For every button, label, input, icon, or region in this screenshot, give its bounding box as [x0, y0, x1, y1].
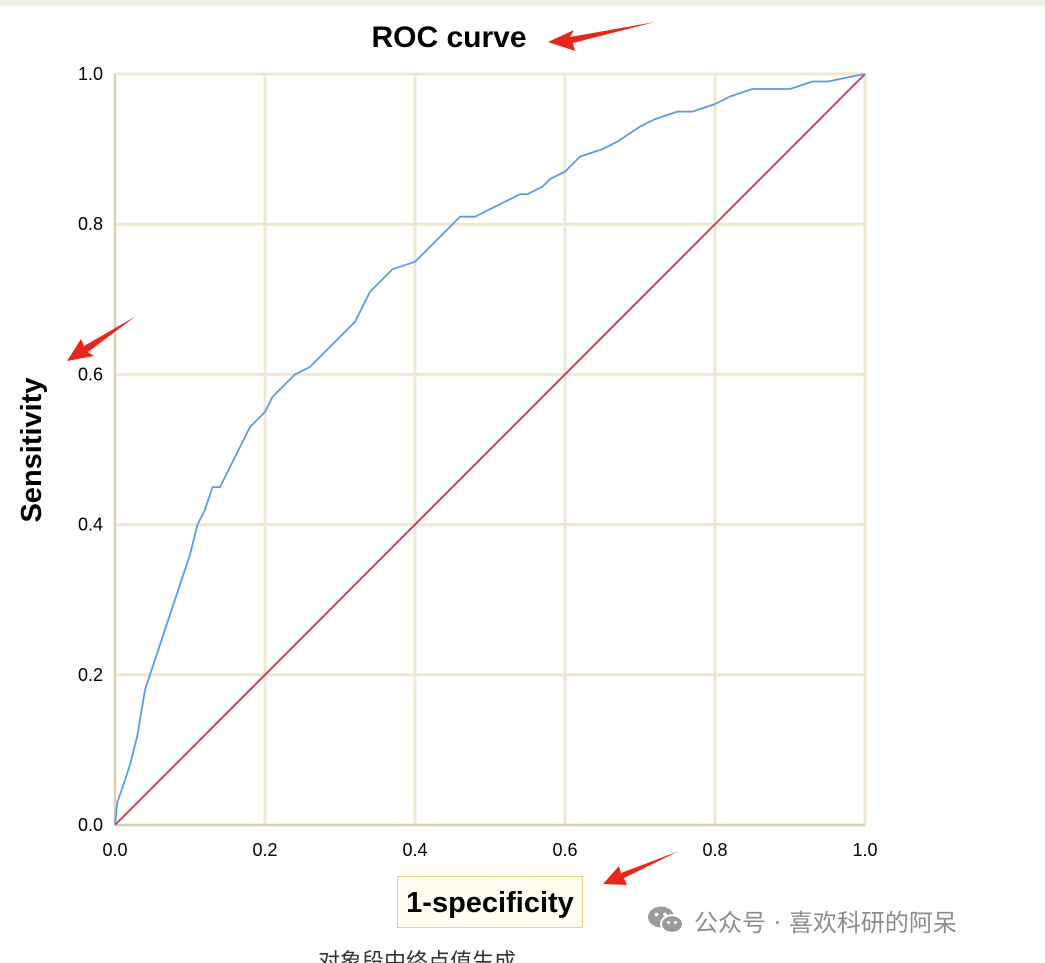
x-tick-label: 0.6	[552, 840, 577, 860]
y-tick-label: 0.2	[78, 665, 103, 685]
x-tick-label: 0.4	[402, 840, 427, 860]
tick-labels: 0.0 0.2 0.4 0.6 0.8 1.0 0.0 0.2 0.4 0.6 0.8 1.0	[78, 64, 878, 860]
y-tick-label: 0.8	[78, 214, 103, 234]
top-border	[0, 0, 1045, 6]
axes	[114, 74, 865, 826]
annotation-arrows	[67, 22, 679, 885]
roc-curve	[114, 73, 866, 826]
chart-title: ROC curve	[371, 21, 526, 54]
y-tick-label: 0.6	[78, 364, 103, 384]
y-tick-label: 0.0	[78, 815, 103, 835]
ylabel-arrow	[67, 316, 136, 361]
x-tick-label: 1.0	[852, 840, 877, 860]
x-axis-title: 1-specificity	[406, 887, 574, 919]
watermark-text: 公众号 · 喜欢科研的阿呆	[694, 908, 957, 937]
reference-diagonal-line	[114, 73, 866, 826]
y-axis-title: Sensitivity	[16, 377, 48, 522]
title-arrow	[548, 22, 655, 51]
watermark: 公众号 · 喜欢科研的阿呆	[646, 902, 957, 938]
xlabel-arrow	[603, 851, 679, 885]
bottom-caption: 对象段中终点值生成	[318, 950, 517, 963]
x-tick-label: 0.0	[102, 840, 127, 860]
y-tick-label: 1.0	[78, 64, 103, 84]
x-tick-label: 0.2	[252, 840, 277, 860]
xlabel-highlight-box	[397, 876, 583, 928]
series	[114, 73, 866, 826]
x-tick-label: 0.8	[702, 840, 727, 860]
wechat-icon	[648, 906, 684, 934]
y-tick-label: 0.4	[78, 515, 103, 535]
